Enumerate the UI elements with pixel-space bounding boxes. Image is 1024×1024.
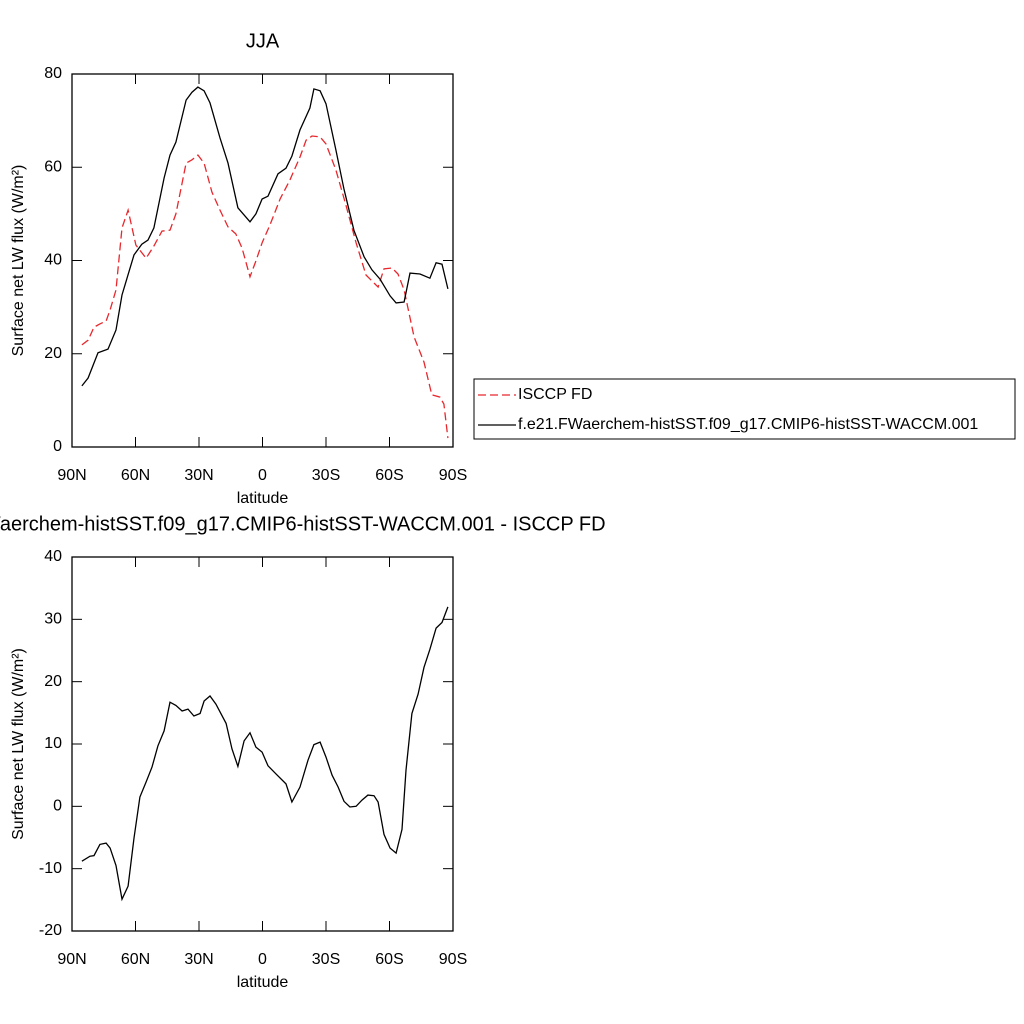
x-tick-label: 0 [258,467,267,484]
x-tick-label: 90N [57,951,86,968]
y-tick-label: 40 [44,252,62,269]
data-line [81,135,449,439]
x-tick-label: 30N [184,951,213,968]
y-axis-label: Surface net LW flux (W/m²) [10,648,27,840]
legend-label: f.e21.FWaerchem-histSST.f09_g17.CMIP6-hi… [518,416,978,433]
y-tick-label: 30 [44,611,62,628]
y-tick-label: 80 [44,65,62,82]
x-tick-label: 90N [57,467,86,484]
plot-frame [71,556,454,932]
x-tick-label: 0 [258,951,267,968]
y-tick-label: -10 [39,860,62,877]
y-tick-label: 20 [44,673,62,690]
y-tick-label: -20 [39,922,62,939]
x-axis-label: latitude [237,490,289,507]
data-line [81,606,449,902]
x-tick-label: 30S [312,467,340,484]
x-tick-label: 60S [375,951,403,968]
y-tick-label: 60 [44,158,62,175]
chart-title: f.e21.FWaerchem-histSST.f09_g17.CMIP6-hi… [0,513,606,535]
y-tick-label: 40 [44,548,62,565]
y-tick-label: 0 [53,438,62,455]
legend-box [473,378,1016,440]
y-tick-label: 10 [44,735,62,752]
y-axis-label: Surface net LW flux (W/m²) [10,165,27,357]
x-tick-label: 30N [184,467,213,484]
y-tick-label: 0 [53,798,62,815]
x-tick-label: 30S [312,951,340,968]
y-tick-label: 20 [44,345,62,362]
data-line [81,86,449,387]
legend-label: ISCCP FD [518,386,592,403]
chart-title: JJA [246,30,280,52]
x-tick-label: 60N [121,951,150,968]
x-tick-label: 60N [121,467,150,484]
x-tick-label: 90S [439,951,467,968]
x-tick-label: 60S [375,467,403,484]
x-tick-label: 90S [439,467,467,484]
plot-frame [71,73,454,448]
x-axis-label: latitude [237,974,289,991]
